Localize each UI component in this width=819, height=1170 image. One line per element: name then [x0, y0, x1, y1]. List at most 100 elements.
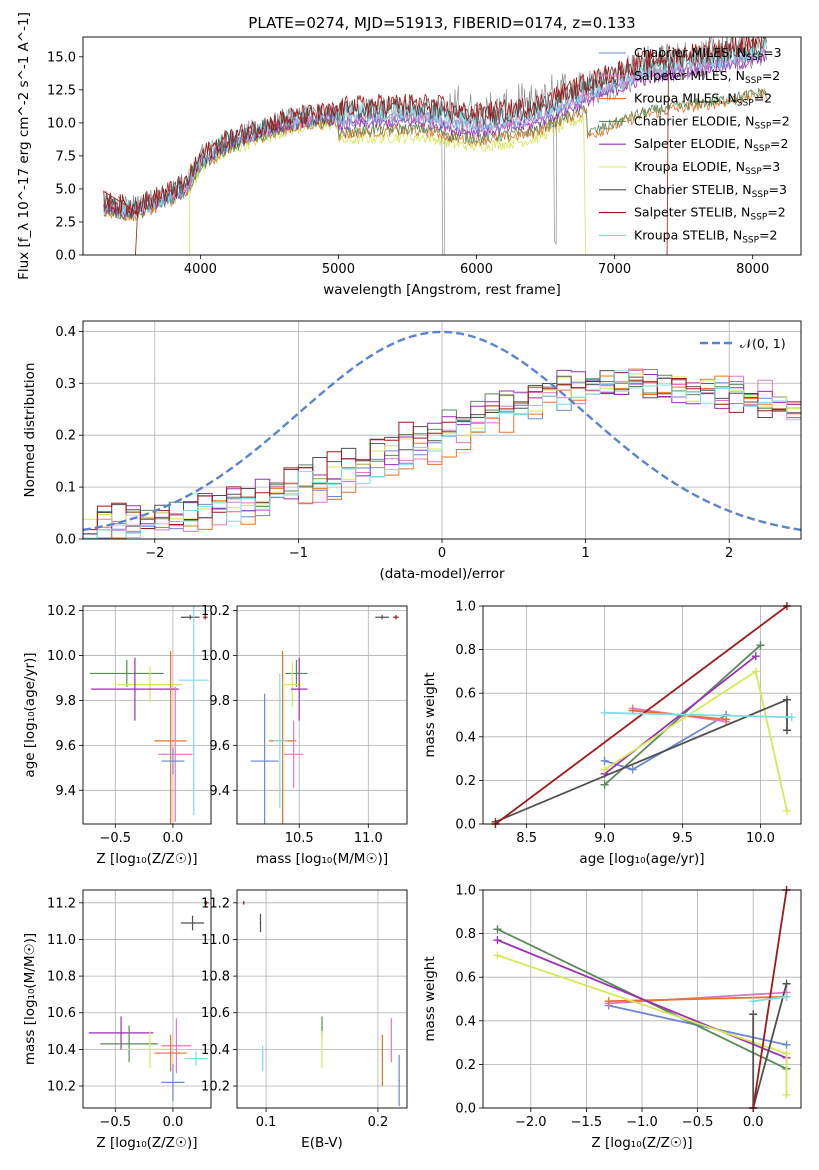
mass-weight-point	[722, 715, 731, 724]
mass-weight-point	[749, 1010, 758, 1019]
legend-entry: Kroupa STELIB, NSSP=2	[634, 227, 778, 245]
x-tick-label: −0.5	[99, 831, 131, 846]
axes-frame	[236, 605, 408, 825]
y-tick-label: 9.8	[55, 694, 76, 709]
x-tick-label: 8000	[736, 262, 769, 277]
x-tick-label: −1.5	[571, 1115, 603, 1130]
axes-frame	[82, 605, 212, 825]
legend-label: 𝒩(0, 1)	[740, 336, 786, 351]
mass-weight-line-salpeter_miles	[608, 991, 787, 1005]
x-axis-label: wavelength [Angstrom, rest frame]	[323, 282, 561, 298]
legend-subscript: SSP	[750, 213, 767, 223]
y-axis-label: mass weight	[422, 956, 438, 1041]
legend-suffix: =2	[754, 91, 772, 106]
y-tick-label: 0.4	[455, 1014, 476, 1029]
x-tick-label: 7000	[598, 262, 631, 277]
legend-label: Chabrier STELIB, N	[634, 182, 752, 197]
y-tick-label: 11.0	[201, 933, 230, 948]
mass-weight-point	[756, 641, 765, 650]
legend-subscript: SSP	[737, 99, 754, 109]
y-tick-label: 0.0	[55, 533, 76, 548]
y-tick-label: 10.0	[201, 649, 230, 664]
x-axis-label: mass [log₁₀(M/M☉)]	[256, 851, 388, 867]
legend-label: Salpeter STELIB, N	[634, 205, 750, 220]
legend-label: Salpeter MILES, N	[634, 68, 745, 83]
mass-weight-point	[493, 925, 502, 934]
legend-subscript: SSP	[745, 167, 762, 177]
y-tick-label: 9.8	[209, 694, 230, 709]
y-tick-label: 1.0	[455, 884, 476, 899]
x-tick-label: 9.5	[672, 831, 693, 846]
y-tick-label: 10.6	[201, 1006, 230, 1021]
residual-histogram-salpeter_stelib	[83, 372, 801, 531]
y-tick-label: 10.8	[201, 970, 230, 985]
mass-vs-Z-panel: −0.5 0.0 10.2 10.4 10.6 10.8 11.0 11.2 Z [log₁₀(…	[22, 889, 212, 1151]
y-tick-label: 0.6	[455, 687, 476, 702]
legend-suffix: =2	[759, 227, 777, 242]
y-tick-label: 11.0	[47, 933, 76, 948]
y-tick-label: 0.4	[455, 730, 476, 745]
mass-weight-line-kroupa_stelib	[753, 995, 787, 1003]
axes-frame	[482, 889, 802, 1109]
mass-weight-line-chabrier_stelib	[752, 983, 788, 1108]
age-vs-mass-panel: 10.5 11.0 9.4 9.6 9.8 10.0 10.2 mass [log₁₀(M/M…	[201, 604, 408, 867]
residuals-panel: −2 −1 0 1 2 0.0 0.1 0.2 0.3 0.4 (data-model)/error…	[22, 320, 802, 582]
y-axis-label: mass [log₁₀(M/M☉)]	[22, 933, 38, 1065]
y-tick-label: 0.1	[55, 481, 76, 496]
axes-frame	[82, 889, 212, 1109]
y-tick-label: 10.2	[47, 1080, 76, 1095]
x-tick-label: 10.0	[746, 831, 775, 846]
y-tick-label: 0.8	[455, 643, 476, 658]
mass-weight-point	[493, 951, 502, 960]
y-tick-label: 0.2	[455, 774, 476, 789]
x-tick-label: 0.2	[368, 1115, 389, 1130]
residual-histogram-salpeter_elodie	[83, 369, 801, 535]
legend-subscript: SSP	[752, 190, 769, 200]
mass-vs-ebv-panel: 0.1 0.2 10.2 10.4 10.6 10.8 11.0 11.2 E(B-V)	[201, 889, 408, 1151]
axes-frame	[82, 36, 802, 256]
legend-suffix: =2	[767, 205, 785, 220]
y-tick-label: 0.8	[455, 927, 476, 942]
y-axis-label: mass weight	[422, 672, 438, 757]
residual-histogram-kroupa_stelib	[83, 370, 801, 539]
normal-distribution-curve	[83, 330, 801, 532]
legend-subscript: SSP	[754, 121, 771, 131]
x-tick-label: −2.0	[515, 1115, 547, 1130]
model-spectrum-salpeter_stelib	[103, 37, 764, 255]
mass-weight-point	[751, 667, 760, 676]
mass-weight-line-kroupa_miles	[608, 995, 787, 1003]
x-axis-label: Z [log₁₀(Z/Z☉)]	[96, 1135, 197, 1151]
mass-weight-point	[782, 1040, 791, 1049]
legend-entry: Chabrier ELODIE, NSSP=2	[634, 113, 790, 131]
mass-weight-point	[782, 1090, 791, 1099]
x-tick-label: 0.0	[743, 1115, 764, 1130]
x-tick-label: 5000	[322, 262, 355, 277]
mass-weight-line-kroupa_elodie	[604, 669, 788, 812]
x-tick-label: 6000	[460, 262, 493, 277]
mass-weight-point	[600, 708, 609, 717]
mass-weight-point	[782, 695, 791, 704]
legend-entry: Kroupa MILES, NSSP=2	[634, 91, 772, 109]
y-tick-label: 0.6	[455, 971, 476, 986]
legend-entry: Salpeter STELIB, NSSP=2	[634, 205, 786, 223]
axes-frame	[482, 605, 802, 825]
x-axis-label: (data-model)/error	[379, 566, 505, 582]
mass-weight-point	[604, 997, 613, 1006]
massweight-vs-age-panel: 8.5 9.0 9.5 10.0 0.0 0.2 0.4 0.6 0.8 1.0 age [log₁…	[422, 600, 802, 867]
y-tick-label: 10.0	[47, 116, 76, 131]
mass-weight-point	[600, 756, 609, 765]
mass-weight-line-chabrier_miles	[604, 714, 727, 771]
legend-subscript: SSP	[746, 53, 763, 63]
axes-frame	[236, 889, 408, 1109]
model-spectrum-salpeter_elodie	[103, 53, 767, 218]
legend-entry: Salpeter MILES, NSSP=2	[634, 68, 780, 86]
y-tick-label: 1.0	[455, 600, 476, 615]
mass-weight-line-salpeter_stelib	[494, 606, 788, 824]
x-tick-label: −0.5	[682, 1115, 714, 1130]
y-tick-label: 0.0	[455, 1102, 476, 1117]
legend-suffix: =3	[763, 45, 781, 60]
x-axis-label: Z [log₁₀(Z/Z☉)]	[591, 1135, 692, 1151]
x-tick-label: −1	[289, 546, 308, 561]
x-axis-label: age [log₁₀(age/yr)]	[579, 851, 704, 867]
